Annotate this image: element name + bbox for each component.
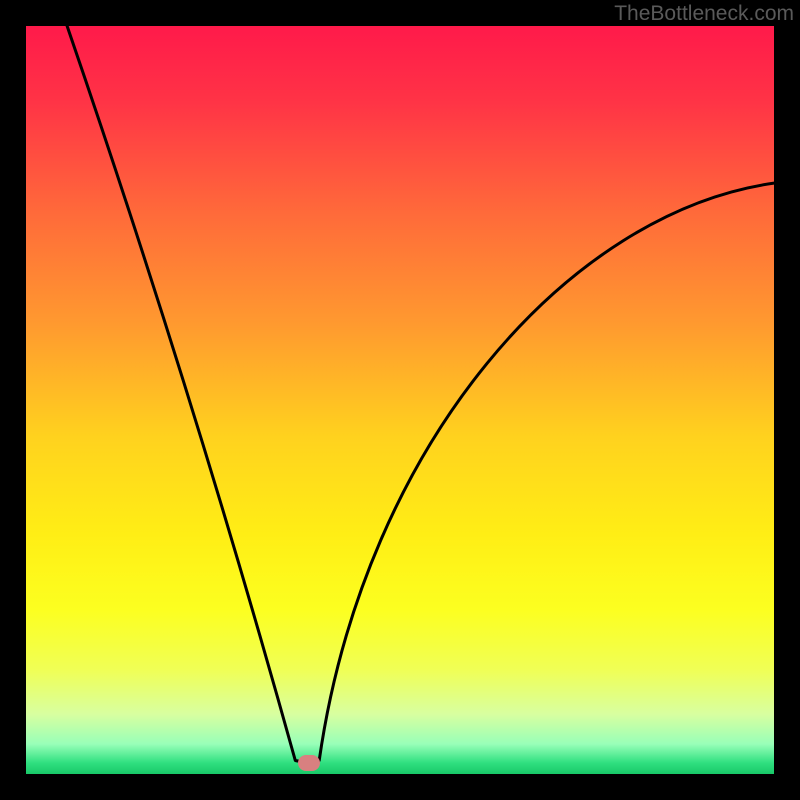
bottleneck-curve [26, 26, 774, 774]
plot-area [26, 26, 774, 774]
chart-container: TheBottleneck.com [0, 0, 800, 800]
watermark-text: TheBottleneck.com [614, 2, 794, 26]
